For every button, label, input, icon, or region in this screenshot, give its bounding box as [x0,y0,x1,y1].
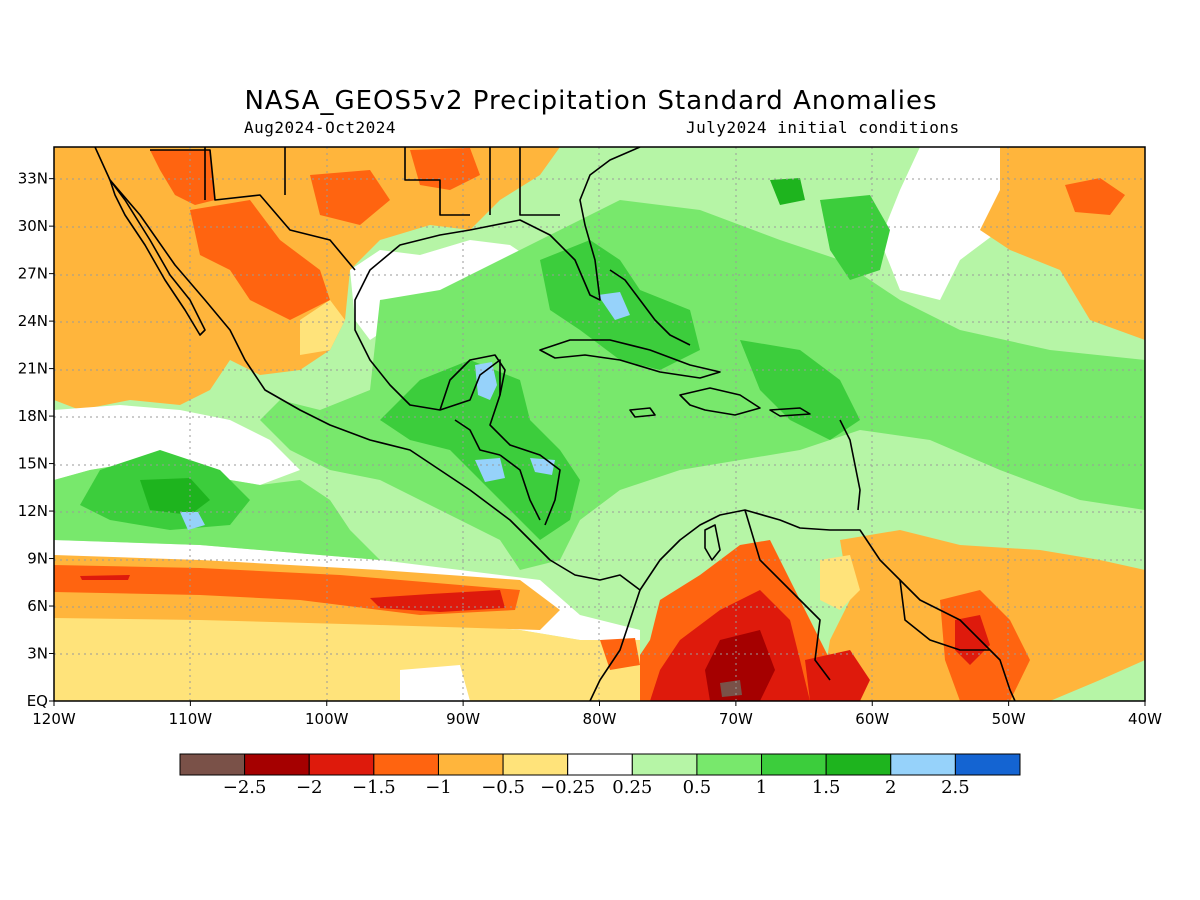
colorbar-legend: −2.5 −2 −1.5 −1 −0.5 −0.25 0.25 0.5 1 1.5 2 2.5 [179,753,1021,798]
colorbar-label: −1.5 [352,777,396,798]
colorbar-swatch [890,753,956,776]
anomaly-moderate-dry-mexico [150,150,215,205]
neutral-atlantic [880,147,1020,300]
anomaly-dry-pacific-south [54,612,640,701]
anomaly-strong-wet-pacific [140,478,210,515]
colorbar-label: 0.25 [612,777,652,798]
initial-conditions: July2024 initial conditions [686,118,960,137]
lat-tick-label: 9N [27,550,48,568]
anomaly-moderate-dry-east-atlantic [1065,178,1125,215]
colorbar-label: 1 [756,777,767,798]
anomaly-strong-dry-venezuela [805,650,870,701]
lat-tick-label: EQ [27,692,48,710]
colorbar-swatch [696,753,763,776]
lon-tick-label: 90W [446,710,480,728]
anomaly-slight-dry-venezuela [820,555,860,610]
lat-tick-label: 18N [18,407,48,425]
anomaly-moderate-dry-mexico-2 [190,200,330,320]
colorbar-swatch [502,753,569,776]
lat-tick-label: 30N [18,217,48,235]
colorbar-swatch [825,753,892,776]
map-title: NASA_GEOS5v2 Precipitation Standard Anom… [244,86,938,116]
latitude-axis: EQ 3N 6N 9N 12N 15N 18N 21N 24N 27N 30N 33N [18,170,54,710]
anomaly-pacific-neutral-south [400,665,470,701]
lon-tick-label: 100W [305,710,349,728]
colorbar-label: −1 [425,777,452,798]
map-area [54,147,1145,701]
colorbar-swatch [567,753,633,776]
lon-tick-label: 40W [1128,710,1162,728]
lat-tick-label: 24N [18,312,48,330]
anomaly-strong-dry-guianas [955,615,990,665]
anomaly-very-wet-honduras [475,458,505,482]
lat-tick-label: 21N [18,360,48,378]
colorbar-swatch [631,753,698,776]
lon-tick-label: 50W [992,710,1026,728]
colorbar-label: −2.5 [223,777,267,798]
colorbar-label: −0.25 [540,777,595,798]
lon-tick-label: 80W [583,710,617,728]
lat-tick-label: 6N [27,597,48,615]
anomaly-wet-atlantic-north [820,195,890,280]
colorbar-label: 2.5 [941,777,970,798]
colorbar-label: 0.5 [683,777,712,798]
colorbar-swatch [179,753,246,776]
colorbar-label: −2 [296,777,323,798]
anomaly-very-wet-florida [598,292,630,320]
colorbar-swatch [437,753,504,776]
forecast-period: Aug2024-Oct2024 [244,118,396,137]
colorbar-swatch [954,753,1021,776]
anomaly-very-wet-pacific [180,512,205,530]
lat-tick-label: 3N [27,645,48,663]
lon-tick-label: 70W [719,710,753,728]
anomaly-wet-antilles [740,340,860,440]
lat-tick-label: 33N [18,170,48,188]
longitude-axis: 120W 110W 100W 90W 80W 70W 60W 50W 40W [32,701,1162,728]
anomaly-strong-dry-pacific-band-2 [80,575,130,580]
colorbar-label: −0.5 [481,777,525,798]
anomaly-very-wet-yucatan [475,362,497,400]
anomaly-wet-plains [300,300,345,355]
anomaly-extreme-dry-colombia [720,680,742,697]
coastlines [94,147,1016,701]
anomaly-moderate-dry-texas [310,170,390,225]
colorbar-swatch [373,753,439,776]
colorbar-swatch [308,753,375,776]
lat-tick-label: 27N [18,265,48,283]
colorbar-swatch [244,753,310,776]
lon-tick-label: 110W [169,710,213,728]
lon-tick-label: 60W [855,710,889,728]
lat-tick-label: 12N [18,502,48,520]
lon-tick-label: 120W [32,710,76,728]
lat-tick-label: 15N [18,455,48,473]
colorbar-label: 1.5 [812,777,841,798]
colorbar-swatch [761,753,827,776]
anomaly-strong-wet-atlantic [770,178,805,205]
colorbar-label: 2 [885,777,896,798]
